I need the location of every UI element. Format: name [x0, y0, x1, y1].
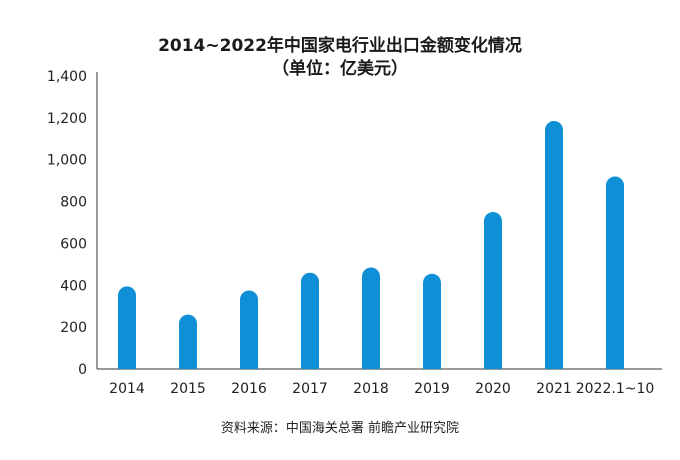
x-tick-label: 2022.1~10: [576, 381, 655, 397]
chart-subtitle: （单位：亿美元）: [272, 59, 408, 79]
y-tick-label: 0: [78, 362, 87, 378]
x-tick-label: 2016: [231, 381, 267, 397]
x-tick-label: 2018: [353, 381, 389, 397]
bar-2015: [179, 314, 197, 369]
x-tick-label: 2015: [170, 381, 206, 397]
bar-2021: [545, 120, 563, 369]
bar-2022.1~10: [606, 176, 624, 369]
y-tick-label: 1,000: [47, 153, 87, 169]
chart-title: 2014~2022年中国家电行业出口金额变化情况: [158, 36, 522, 56]
bar-2019: [423, 273, 441, 369]
x-tick-label: 2021: [536, 381, 572, 397]
x-tick-label: 2019: [414, 381, 450, 397]
bar-2017: [301, 272, 319, 369]
bar-2014: [118, 286, 136, 369]
bar-2016: [240, 290, 258, 369]
y-tick-label: 400: [60, 278, 87, 294]
bar-2020: [484, 212, 502, 369]
y-tick-label: 600: [60, 236, 87, 252]
y-tick-label: 1,400: [47, 69, 87, 85]
x-tick-label: 2014: [109, 381, 145, 397]
bar-2018: [362, 267, 380, 369]
x-tick-label: 2017: [292, 381, 328, 397]
source-note: 资料来源：中国海关总署 前瞻产业研究院: [220, 421, 460, 436]
y-tick-label: 1,200: [47, 111, 87, 127]
y-tick-label: 800: [60, 195, 87, 211]
y-tick-label: 200: [60, 320, 87, 336]
x-tick-label: 2020: [475, 381, 511, 397]
